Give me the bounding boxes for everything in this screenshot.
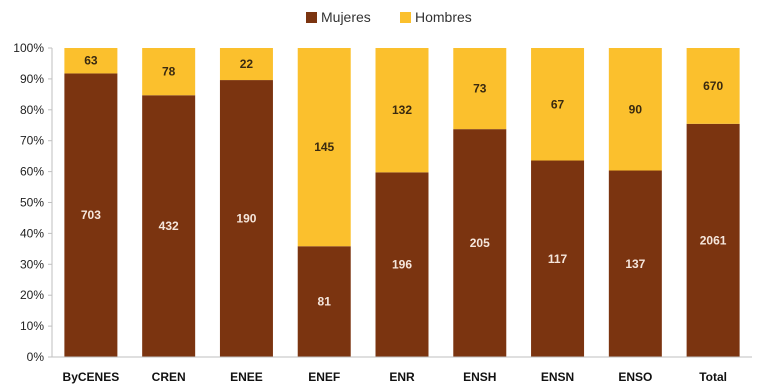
data-label-hombres-enef: 145 [314, 140, 334, 154]
bar-hombres-total [686, 48, 740, 124]
x-tick-label: ENEF [308, 370, 340, 384]
y-tick-label: 40% [20, 226, 44, 240]
y-tick-label: 10% [20, 319, 44, 333]
data-label-hombres-enso: 90 [629, 102, 643, 116]
data-label-mujeres-total: 2061 [700, 233, 727, 247]
data-label-hombres-bycenes: 63 [84, 54, 98, 68]
bar-mujeres-bycenes [64, 73, 118, 357]
bar-hombres-enef [297, 48, 351, 247]
data-label-mujeres-bycenes: 703 [81, 208, 101, 222]
x-axis: ByCENES CREN ENEE ENEF ENR ENSH ENSN ENSO Total [52, 356, 752, 384]
data-label-mujeres-enr: 196 [392, 258, 412, 272]
legend-label-hombres: Hombres [415, 9, 472, 25]
y-tick-label: 20% [20, 288, 44, 302]
bar-mujeres-enr [375, 172, 429, 357]
x-tick-label: ENEE [230, 370, 263, 384]
data-label-hombres-enr: 132 [392, 103, 412, 117]
x-tick-label: Total [699, 370, 727, 384]
data-label-mujeres-ensn: 117 [548, 252, 568, 266]
y-tick-label: 60% [20, 165, 44, 179]
bar-hombres-bycenes [64, 48, 118, 74]
bar-hombres-ensh [453, 48, 507, 130]
bar-hombres-enee [219, 48, 273, 81]
data-label-mujeres-cren: 432 [159, 219, 179, 233]
x-tick-label: ByCENES [63, 370, 120, 384]
data-label-hombres-ensn: 67 [551, 97, 565, 111]
x-tick-label: CREN [152, 370, 186, 384]
data-label-hombres-enee: 22 [240, 57, 254, 71]
y-tick-label: 50% [20, 196, 44, 210]
x-tick-label: ENSN [541, 370, 574, 384]
bars: 703 63 432 78 190 22 81 145 196 132 205 73 117 67 137 9… [64, 48, 740, 358]
data-label-hombres-cren: 78 [162, 65, 176, 79]
data-label-mujeres-enso: 137 [625, 257, 645, 271]
bar-mujeres-enso [608, 170, 662, 357]
legend-swatch-mujeres [306, 12, 317, 23]
data-label-mujeres-enee: 190 [236, 212, 256, 226]
x-tick-label: ENSO [618, 370, 652, 384]
y-axis: 0% 10% 20% 30% 40% 50% 60% 70% 80% 90% 100% [13, 41, 53, 364]
bar-hombres-cren [142, 48, 196, 96]
bar-hombres-enr [375, 48, 429, 173]
bar-hombres-ensn [531, 48, 585, 161]
bar-mujeres-cren [142, 95, 196, 358]
bar-mujeres-ensh [453, 129, 507, 357]
y-tick-label: 90% [20, 72, 44, 86]
x-tick-label: ENR [389, 370, 415, 384]
x-tick-label: ENSH [463, 370, 496, 384]
legend-label-mujeres: Mujeres [321, 9, 371, 25]
data-label-mujeres-enef: 81 [318, 295, 332, 309]
y-tick-label: 30% [20, 257, 44, 271]
legend-swatch-hombres [400, 12, 411, 23]
y-tick-label: 0% [27, 350, 45, 364]
y-tick-label: 100% [13, 41, 44, 55]
y-tick-label: 70% [20, 134, 44, 148]
data-label-mujeres-ensh: 205 [470, 236, 490, 250]
legend: Mujeres Hombres [306, 9, 472, 25]
bar-mujeres-total [686, 123, 740, 357]
bar-mujeres-enef [297, 246, 351, 357]
bar-hombres-enso [608, 48, 662, 171]
y-tick-label: 80% [20, 103, 44, 117]
bar-mujeres-ensn [531, 160, 585, 357]
data-label-hombres-ensh: 73 [473, 82, 487, 96]
data-label-hombres-total: 670 [703, 79, 723, 93]
bar-mujeres-enee [219, 80, 273, 357]
